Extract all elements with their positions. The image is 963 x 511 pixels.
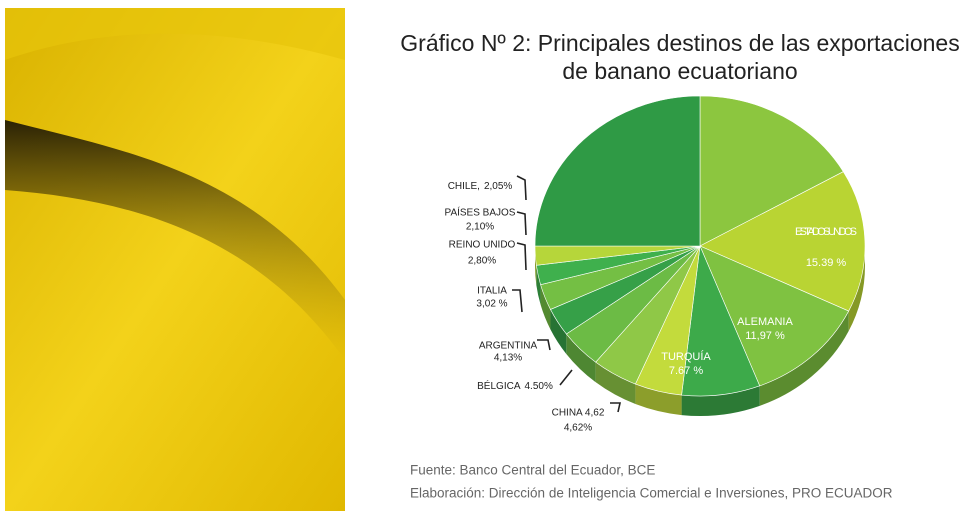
category-label: TURQUÍA <box>661 350 711 363</box>
category-label: REINO UNIDO <box>449 240 516 251</box>
value-label: 2,80% <box>468 256 496 267</box>
category-label: ALEMANIA <box>737 316 793 328</box>
value-label: 4,13% <box>494 353 522 364</box>
slice-side <box>566 333 596 383</box>
slice-side <box>540 284 551 330</box>
value-label: 4,62% <box>564 423 592 434</box>
slice <box>534 95 701 247</box>
slice-side <box>635 384 682 416</box>
category-label: ESTADOS UNIDOS <box>795 226 857 238</box>
slice-side <box>536 265 541 305</box>
slice-side <box>681 385 760 417</box>
value-label: 2,10% <box>466 222 494 233</box>
category-label: PAÍSES BAJOS <box>445 206 516 219</box>
value-label: 15.39 % <box>806 257 847 269</box>
category-label: ARGENTINA <box>479 341 538 352</box>
category-label: BÉLGICA <box>477 379 521 392</box>
value-label: 7.67 % <box>669 365 703 377</box>
value-label: 2,05% <box>484 181 512 192</box>
category-label: CHILE, <box>448 181 480 192</box>
source-note: Elaboración: Dirección de Inteligencia C… <box>410 486 893 501</box>
data-label: CHILE, 2,05% <box>448 181 513 192</box>
category-label: CHINA 4,62 <box>552 408 605 419</box>
slice <box>699 245 850 387</box>
value-label: 3,02 % <box>476 299 507 310</box>
slice <box>699 95 844 247</box>
slice-side <box>595 362 636 405</box>
banana-photo <box>5 8 345 511</box>
labels: ESTADOS UNIDOS 15.39 % ALEMANIA 11,97 % TURQ… <box>445 175 857 434</box>
chart-subtitle: de banano ecuatoriano <box>562 58 797 84</box>
value-label: 4.50% <box>525 381 553 392</box>
value-label: 11,97 % <box>745 330 785 342</box>
slice-side <box>848 246 865 332</box>
data-label: BÉLGICA 4.50% <box>477 379 553 392</box>
pie <box>534 95 866 417</box>
chart-title: Gráfico Nº 2: Principales destinos de la… <box>400 30 959 56</box>
slice <box>699 171 866 312</box>
slice-side <box>550 309 567 354</box>
source-note: Fuente: Banco Central del Ecuador, BCE <box>410 463 655 478</box>
slice-side <box>759 311 849 406</box>
category-label: ITALIA <box>477 286 507 297</box>
